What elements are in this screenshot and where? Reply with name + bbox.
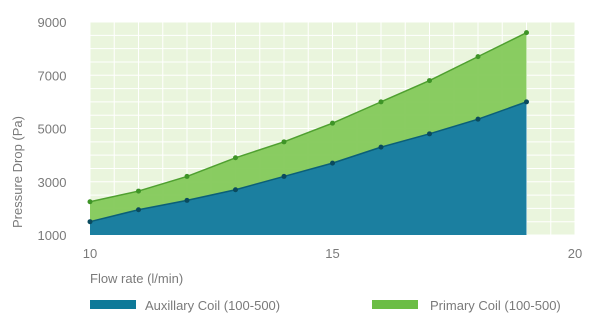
y-tick-labels: 1000 3000 5000 7000 9000 [38, 15, 67, 243]
point-auxillary [427, 131, 432, 137]
series-areas [90, 32, 527, 236]
point-auxillary [136, 207, 141, 213]
line-auxillary [89, 101, 527, 223]
legend: Auxillary Coil (100-500) Primary Coil (1… [90, 298, 561, 313]
x-tick-label: 10 [83, 246, 97, 261]
point-auxillary [184, 197, 190, 203]
series-points [87, 30, 529, 225]
y-axis-title: Pressure Drop (Pa) [10, 116, 25, 228]
x-axis-title: Flow rate (l/min) [90, 271, 183, 286]
point-auxillary [281, 173, 287, 179]
point-primary [87, 199, 93, 205]
legend-swatch-primary [372, 300, 418, 309]
x-tick-labels: 10 15 20 [83, 246, 582, 261]
point-auxillary [233, 187, 238, 193]
point-primary [427, 78, 432, 84]
y-tick-label: 7000 [38, 68, 67, 83]
point-primary [330, 120, 335, 126]
y-tick-label: 9000 [38, 15, 67, 30]
point-primary [281, 139, 287, 145]
series-lines [89, 31, 527, 223]
point-primary [184, 173, 190, 179]
point-auxillary [330, 160, 335, 166]
legend-label-auxillary: Auxillary Coil (100-500) [145, 298, 280, 313]
point-primary [233, 155, 238, 161]
x-tick-label: 20 [568, 246, 582, 261]
point-auxillary [378, 144, 384, 150]
point-primary [136, 188, 141, 194]
point-primary [524, 30, 529, 36]
point-primary [378, 99, 384, 105]
legend-label-primary: Primary Coil (100-500) [430, 298, 561, 313]
y-tick-label: 3000 [38, 175, 67, 190]
area-auxillary [90, 101, 527, 235]
point-auxillary [475, 116, 481, 122]
x-tick-label: 15 [325, 246, 339, 261]
legend-swatch-auxillary [90, 300, 136, 309]
y-tick-label: 1000 [38, 228, 67, 243]
point-auxillary [524, 99, 529, 105]
point-auxillary [87, 219, 93, 225]
line-primary [89, 31, 527, 203]
point-primary [475, 54, 481, 60]
y-tick-label: 5000 [38, 122, 67, 137]
